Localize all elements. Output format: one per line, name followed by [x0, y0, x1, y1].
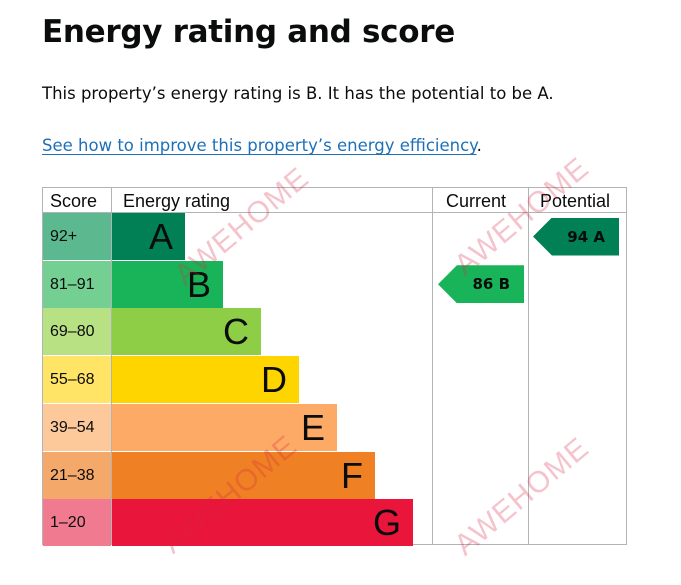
header-divider	[43, 212, 626, 213]
band-letter: E	[300, 406, 325, 448]
rating-band-b: B	[112, 260, 223, 308]
potential-rating-arrow: 94 A	[533, 217, 619, 256]
improve-link-suffix: .	[476, 136, 482, 155]
epc-rating-chart: Score Energy rating Current Potential 92…	[42, 187, 627, 547]
header-energy-rating: Energy rating	[123, 191, 231, 211]
band-letter: D	[261, 359, 287, 401]
band-letter: F	[341, 454, 363, 496]
rating-summary: This property’s energy rating is B. It h…	[42, 84, 554, 103]
improve-link-line: See how to improve this property’s energ…	[42, 136, 482, 155]
band-letter: G	[372, 502, 401, 544]
score-range-cell: 21–38	[43, 451, 111, 499]
band-letter: A	[148, 216, 173, 257]
rating-band-f: F	[112, 451, 375, 499]
potential-rating-arrow-label: 94 A	[567, 227, 605, 246]
improve-efficiency-link[interactable]: See how to improve this property’s energ…	[42, 136, 477, 155]
score-range-cell: 39–54	[43, 403, 111, 451]
page-title: Energy rating and score	[42, 14, 455, 50]
rating-band-a: A	[112, 213, 185, 260]
rating-band-g: G	[112, 499, 413, 547]
score-range-cell: 92+	[43, 213, 111, 260]
score-range-cell: 81–91	[43, 260, 111, 308]
current-rating-arrow-label: 86 B	[472, 275, 510, 294]
band-letter: B	[186, 263, 211, 305]
current-rating-arrow: 86 B	[438, 265, 524, 304]
divider-potential	[528, 188, 529, 544]
score-range-cell: 69–80	[43, 308, 111, 356]
rating-band-d: D	[112, 356, 299, 404]
divider-score	[111, 188, 112, 544]
score-range-cell: 55–68	[43, 356, 111, 404]
rating-band-c: C	[112, 308, 261, 356]
header-current: Current	[446, 191, 507, 211]
divider-current	[432, 188, 433, 544]
header-potential: Potential	[540, 191, 611, 211]
header-score: Score	[50, 191, 98, 211]
band-letter: C	[223, 311, 249, 353]
rating-band-e: E	[112, 403, 337, 451]
score-range-cell: 1–20	[43, 499, 111, 547]
